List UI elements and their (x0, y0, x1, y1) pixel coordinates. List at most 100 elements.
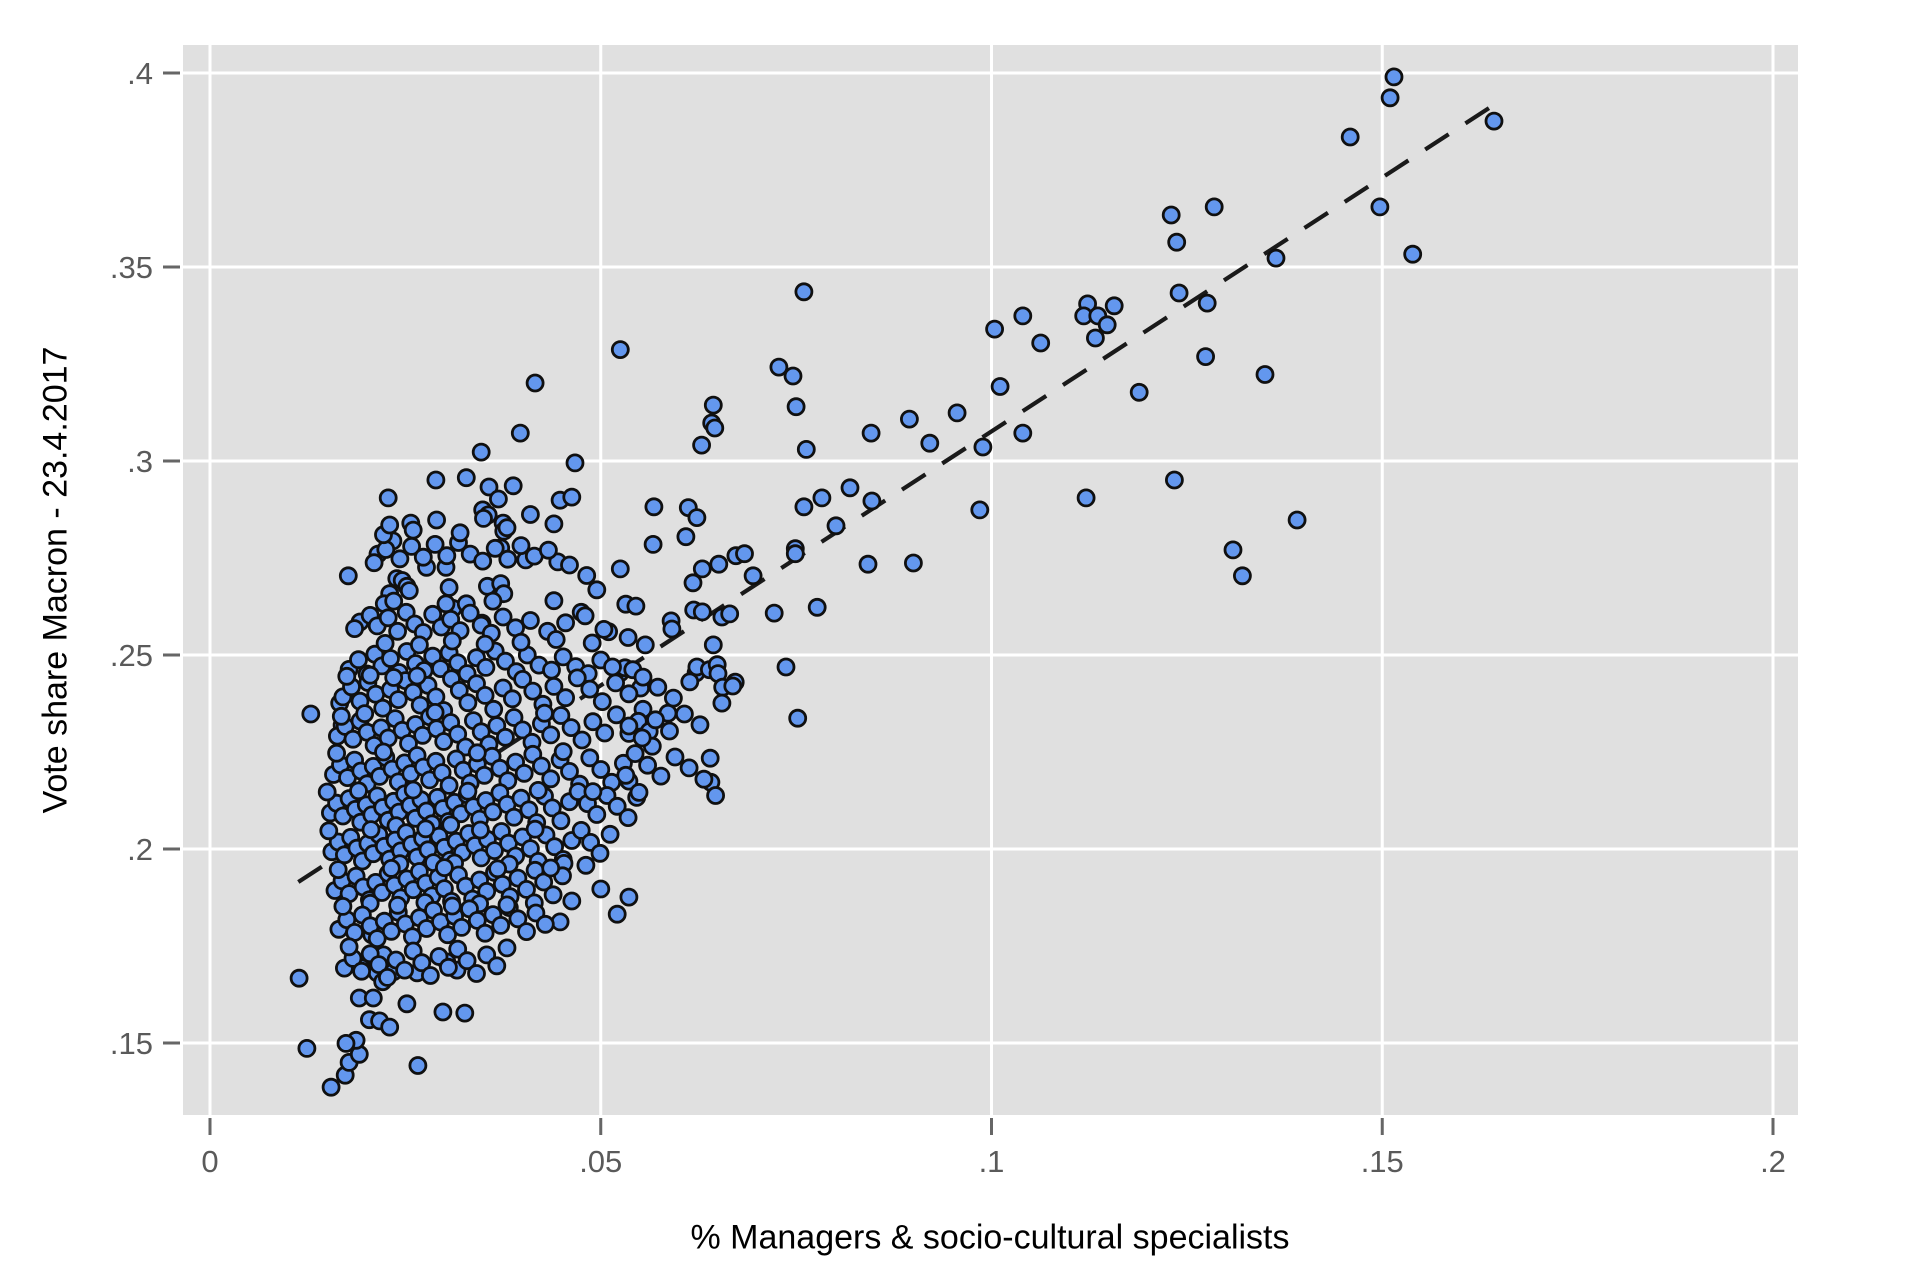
data-point (399, 581, 419, 600)
data-point (297, 1039, 317, 1058)
data-point (1197, 293, 1217, 313)
data-point (412, 953, 432, 973)
data-point (397, 994, 417, 1014)
data-point (395, 960, 415, 980)
data-point (947, 403, 967, 423)
data-point (743, 566, 763, 586)
y-tick-label: .25 (110, 638, 153, 673)
data-point (545, 837, 564, 857)
data-point (475, 634, 495, 654)
data-point (497, 895, 517, 915)
data-point (475, 686, 495, 705)
data-point (1104, 296, 1124, 316)
data-point (1076, 488, 1096, 508)
data-point (403, 520, 423, 540)
data-point (680, 672, 700, 692)
data-point (591, 879, 611, 899)
data-point (521, 505, 540, 524)
data-point (619, 716, 639, 736)
data-point (439, 578, 459, 597)
data-point (571, 821, 591, 840)
data-point (665, 747, 685, 767)
data-point (1013, 306, 1033, 326)
data-point (503, 476, 523, 496)
data-point (1484, 111, 1504, 131)
data-point (590, 843, 610, 863)
data-point (794, 282, 814, 302)
data-point (544, 514, 564, 534)
data-point (587, 580, 607, 600)
data-point (632, 728, 652, 748)
data-point (1233, 566, 1252, 586)
data-point (542, 660, 561, 680)
data-point (544, 591, 564, 611)
data-point (709, 554, 729, 574)
data-point (764, 603, 784, 623)
data-point (633, 667, 653, 687)
data-point (705, 418, 725, 438)
data-point (504, 708, 524, 727)
data-point (503, 689, 522, 709)
data-point (514, 763, 534, 783)
data-point (433, 1002, 453, 1022)
data-point (646, 710, 665, 730)
data-point (485, 841, 504, 860)
data-point (683, 573, 703, 593)
data-point (562, 891, 582, 911)
data-point (575, 606, 595, 626)
data-point (625, 744, 645, 763)
data-point (1340, 127, 1360, 147)
data-point (336, 1034, 356, 1053)
data-point (660, 721, 679, 741)
data-point (862, 491, 882, 511)
data-point (483, 802, 503, 822)
data-point (508, 909, 528, 929)
data-point (521, 611, 540, 630)
y-tick-label: .4 (127, 56, 153, 91)
y-tick-label: .15 (110, 1026, 153, 1061)
data-point (289, 968, 309, 988)
data-point (339, 937, 359, 957)
data-point (441, 815, 461, 835)
data-point (551, 811, 571, 831)
data-point (592, 692, 612, 711)
data-point (525, 819, 545, 839)
data-point (483, 591, 503, 611)
data-point (1013, 423, 1033, 443)
data-point (452, 918, 472, 937)
data-point (796, 439, 816, 459)
data-point (635, 635, 655, 655)
data-point (488, 489, 508, 509)
data-point (706, 786, 725, 805)
data-point (1161, 205, 1181, 225)
data-point (776, 657, 796, 677)
data-point (572, 730, 592, 750)
data-point (690, 715, 710, 735)
data-point (523, 681, 543, 701)
data-point (450, 523, 470, 543)
data-point (513, 720, 532, 740)
data-point (576, 855, 596, 875)
data-point (600, 824, 620, 844)
data-point (442, 896, 462, 916)
data-point (458, 693, 478, 713)
data-point (390, 549, 410, 569)
data-point (550, 912, 570, 932)
data-point (467, 743, 487, 763)
data-point (1086, 328, 1105, 348)
y-tick-label: .35 (110, 250, 153, 285)
data-point (427, 510, 447, 530)
data-point (662, 619, 682, 639)
data-point (369, 955, 389, 974)
data-point (317, 782, 337, 802)
data-point (403, 780, 423, 800)
data-point (1384, 67, 1404, 87)
data-point (384, 668, 404, 687)
data-point (591, 760, 611, 779)
data-point (532, 756, 551, 776)
data-point (541, 769, 561, 789)
data-point (595, 723, 615, 743)
data-point (408, 1056, 428, 1075)
data-point (861, 423, 881, 443)
data-point (301, 704, 321, 724)
